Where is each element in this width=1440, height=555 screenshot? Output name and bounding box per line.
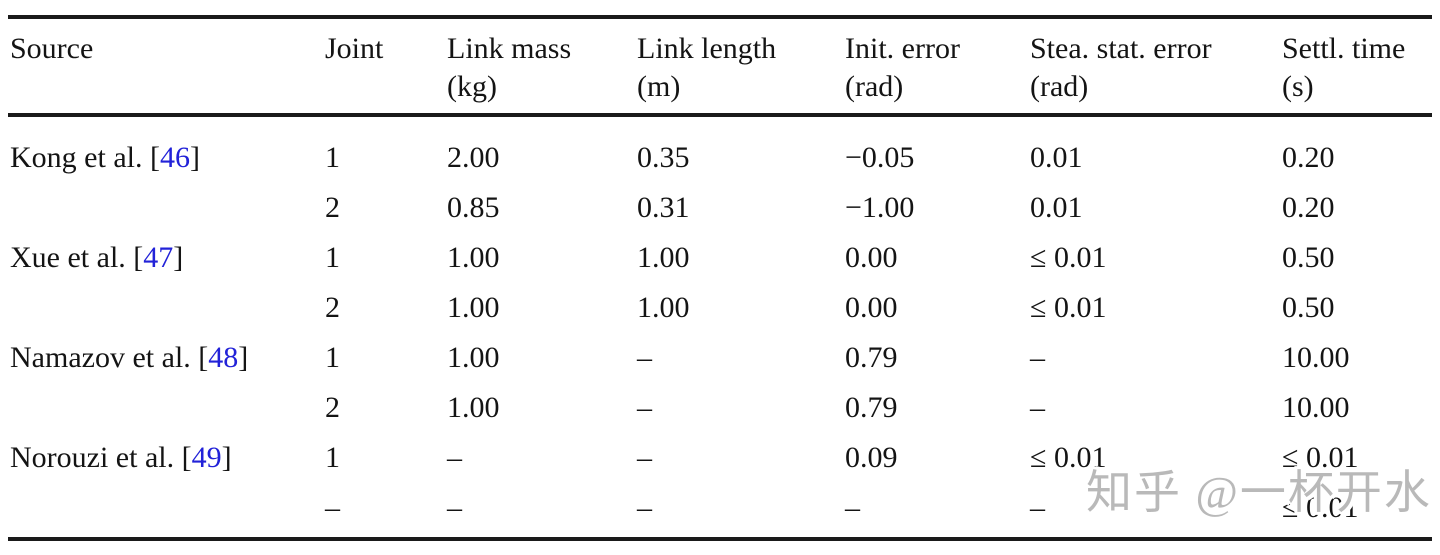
cell-joint: 1	[325, 441, 340, 474]
cell-settl-time: 10.00	[1282, 341, 1350, 374]
header-link-length: Link length (m)	[635, 30, 843, 106]
header-source-label: Source	[10, 32, 94, 65]
source-text: Kong et al. [	[10, 141, 160, 174]
header-link-length-label: Link length	[637, 32, 777, 65]
cell-stea-stat-error: 0.01	[1030, 191, 1083, 224]
header-settl-time-unit: (s)	[1282, 70, 1314, 103]
table-bottom-rule	[8, 537, 1432, 541]
cell-stea-stat-error: ≤ 0.01	[1030, 441, 1107, 474]
header-joint: Joint	[323, 30, 445, 106]
table-row: – – – – – ≤ 0.01	[8, 483, 1432, 533]
header-link-mass: Link mass (kg)	[445, 30, 635, 106]
cell-settl-time: 0.20	[1282, 191, 1335, 224]
citation-link[interactable]: 47	[143, 241, 174, 274]
table-row: Xue et al. [47] 1 1.00 1.00 0.00 ≤ 0.01 …	[8, 233, 1432, 283]
cell-link-length: –	[637, 391, 652, 424]
table-header-rule	[8, 113, 1432, 117]
citation-link[interactable]: 46	[159, 141, 190, 174]
citation-link[interactable]: 48	[208, 341, 239, 374]
source-text: ]	[221, 441, 232, 474]
header-settl-time-label: Settl. time	[1282, 32, 1406, 65]
table-row: Norouzi et al. [49] 1 – – 0.09 ≤ 0.01 ≤ …	[8, 433, 1432, 483]
cell-joint: 2	[325, 191, 340, 224]
cell-source: Xue et al. [47]	[8, 241, 323, 275]
source-text: Namazov et al. [	[10, 341, 209, 374]
source-text: ]	[189, 141, 200, 174]
cell-stea-stat-error: –	[1030, 391, 1045, 424]
cell-init-error: −1.00	[845, 191, 915, 224]
cell-init-error: −0.05	[845, 141, 915, 174]
header-init-error-label: Init. error	[845, 32, 960, 65]
cell-link-mass: –	[447, 441, 462, 474]
cell-source: Kong et al. [46]	[8, 141, 323, 175]
cell-link-length: –	[637, 341, 652, 374]
table-row: 2 0.85 0.31 −1.00 0.01 0.20	[8, 183, 1432, 233]
cell-link-length: –	[637, 441, 652, 474]
cell-joint: –	[325, 491, 340, 524]
cell-stea-stat-error: –	[1030, 341, 1045, 374]
cell-settl-time: 10.00	[1282, 391, 1350, 424]
citation-link[interactable]: 49	[191, 441, 222, 474]
cell-link-mass: 0.85	[447, 191, 500, 224]
source-text: Norouzi et al. [	[10, 441, 192, 474]
header-joint-label: Joint	[325, 32, 384, 65]
table-row: Kong et al. [46] 1 2.00 0.35 −0.05 0.01 …	[8, 133, 1432, 183]
cell-settl-time: ≤ 0.01	[1282, 441, 1359, 474]
cell-stea-stat-error: –	[1030, 491, 1045, 524]
header-link-mass-unit: (kg)	[447, 70, 497, 103]
source-text: ]	[173, 241, 184, 274]
cell-link-length: 1.00	[637, 291, 690, 324]
cell-link-length: 0.35	[637, 141, 690, 174]
table-row: Namazov et al. [48] 1 1.00 – 0.79 – 10.0…	[8, 333, 1432, 383]
cell-source: Namazov et al. [48]	[8, 341, 323, 375]
cell-init-error: 0.00	[845, 291, 898, 324]
cell-init-error: 0.00	[845, 241, 898, 274]
cell-joint: 1	[325, 241, 340, 274]
header-link-length-unit: (m)	[637, 70, 681, 103]
cell-settl-time: ≤ 0.01	[1282, 491, 1359, 524]
cell-link-length: –	[637, 491, 652, 524]
zhihu-watermark: 知乎 @一杯开水	[1086, 467, 1432, 518]
source-text: Xue et al. [	[10, 241, 144, 274]
cell-link-mass: 1.00	[447, 341, 500, 374]
table-top-rule	[8, 15, 1432, 19]
cell-init-error: 0.79	[845, 341, 898, 374]
header-link-mass-label: Link mass	[447, 32, 572, 65]
cell-stea-stat-error: ≤ 0.01	[1030, 291, 1107, 324]
header-stea-stat-error: Stea. stat. error (rad)	[1028, 30, 1280, 106]
cell-link-length: 1.00	[637, 241, 690, 274]
cell-settl-time: 0.20	[1282, 141, 1335, 174]
header-stea-stat-error-label: Stea. stat. error	[1030, 32, 1212, 65]
cell-settl-time: 0.50	[1282, 291, 1335, 324]
cell-link-length: 0.31	[637, 191, 690, 224]
cell-settl-time: 0.50	[1282, 241, 1335, 274]
cell-init-error: –	[845, 491, 860, 524]
source-text: ]	[238, 341, 249, 374]
header-settl-time: Settl. time (s)	[1280, 30, 1432, 106]
cell-init-error: 0.79	[845, 391, 898, 424]
table-header-row: Source Joint Link mass (kg) Link length (m…	[8, 30, 1432, 106]
header-source: Source	[8, 30, 323, 106]
cell-joint: 2	[325, 391, 340, 424]
cell-link-mass: 1.00	[447, 241, 500, 274]
cell-stea-stat-error: ≤ 0.01	[1030, 241, 1107, 274]
table-row: 2 1.00 – 0.79 – 10.00	[8, 383, 1432, 433]
cell-source: Norouzi et al. [49]	[8, 441, 323, 475]
cell-joint: 2	[325, 291, 340, 324]
cell-link-mass: 2.00	[447, 141, 500, 174]
cell-link-mass: 1.00	[447, 291, 500, 324]
header-stea-stat-error-unit: (rad)	[1030, 70, 1089, 103]
header-init-error-unit: (rad)	[845, 70, 904, 103]
cell-link-mass: 1.00	[447, 391, 500, 424]
cell-init-error: 0.09	[845, 441, 898, 474]
table-row: 2 1.00 1.00 0.00 ≤ 0.01 0.50	[8, 283, 1432, 333]
cell-joint: 1	[325, 141, 340, 174]
cell-joint: 1	[325, 341, 340, 374]
cell-stea-stat-error: 0.01	[1030, 141, 1083, 174]
cell-link-mass: –	[447, 491, 462, 524]
header-init-error: Init. error (rad)	[843, 30, 1028, 106]
